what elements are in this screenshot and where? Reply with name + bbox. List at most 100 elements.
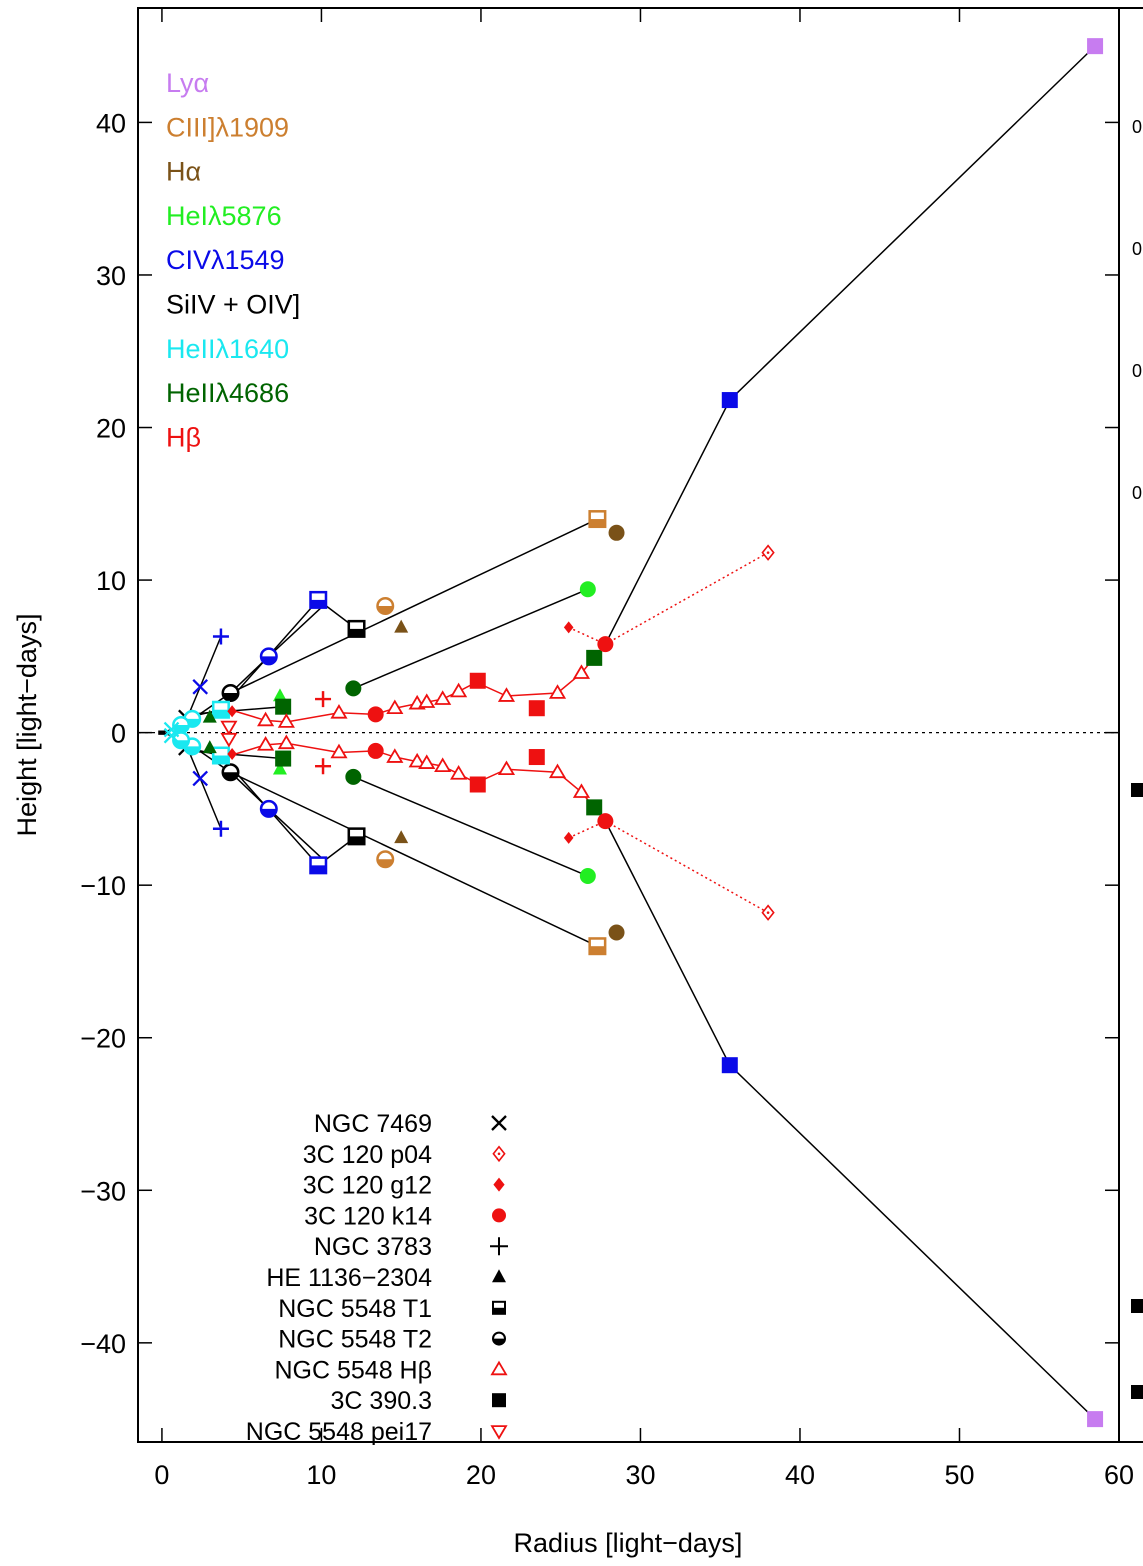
data-point (202, 709, 217, 723)
data-point (761, 904, 775, 921)
marker-circle (579, 581, 596, 598)
data-point (761, 544, 775, 561)
y-tick-label: 30 (96, 261, 126, 291)
marker-circle-half-fill (184, 746, 200, 755)
line-legend-entry: Lyα (166, 68, 209, 98)
data-point (608, 924, 625, 941)
marker-circle-half-fill (377, 859, 393, 867)
y-tick-label: 0 (111, 719, 126, 749)
x-axis-title: Radius [light−days] (514, 1528, 743, 1558)
data-point (450, 765, 468, 780)
right-panel-marker (1131, 1385, 1143, 1399)
data-point (434, 690, 452, 705)
data-point (227, 747, 237, 760)
marker-square-half-fill (589, 946, 606, 954)
data-point (163, 727, 180, 744)
marker-triangle-open (330, 743, 348, 759)
emission-line-legend: Lyα CIII]λ1909 Hα HeIλ5876 CIVλ1549 SiIV + OI… (166, 68, 300, 452)
right-panel-tick-label: 0 (1132, 117, 1142, 137)
marker-diamond (227, 747, 237, 760)
line-legend-entry: Hα (166, 157, 201, 187)
marker-triangle-open (450, 682, 468, 698)
data-point (408, 752, 426, 768)
data-point (272, 761, 287, 775)
line-legend-entry: SiIV + OIV] (166, 290, 300, 320)
marker-square (492, 1393, 506, 1408)
data-point (315, 758, 332, 775)
data-point (345, 768, 362, 785)
object-legend-marker (492, 1269, 506, 1283)
marker-x (491, 1115, 507, 1131)
data-point (450, 682, 468, 698)
data-point (347, 827, 366, 846)
object-legend-marker (490, 1360, 508, 1376)
object-legend-label: NGC 5548 T1 (278, 1295, 432, 1323)
marker-square (1087, 38, 1104, 55)
x-tick-label: 20 (466, 1460, 496, 1490)
object-legend-marker (492, 1208, 506, 1223)
data-point (257, 736, 275, 751)
axes: 0 10 20 30 40 50 60 −40 −30 −20 −10 0 10 20 30 40 (80, 7, 1134, 1490)
marker-diamond-open-dot (497, 1152, 501, 1156)
marker-square-half-fill (213, 709, 229, 718)
data-point (275, 750, 292, 767)
marker-circle (345, 768, 362, 785)
marker-square (275, 698, 292, 715)
marker-triangle (394, 830, 409, 844)
data-point (277, 713, 295, 728)
marker-triangle-open (497, 760, 516, 776)
data-point (272, 688, 287, 702)
marker-triangle-open (418, 754, 436, 769)
data-point (586, 649, 603, 666)
marker-triangle-open (386, 699, 404, 715)
marker-square (721, 392, 738, 409)
data-point (434, 757, 452, 772)
marker-square (1087, 1411, 1104, 1428)
data-point (257, 711, 275, 727)
data-point (394, 830, 409, 844)
data-point (192, 679, 209, 695)
marker-square-half-fill (493, 1307, 505, 1314)
marker-triangle-open (572, 783, 591, 798)
data-point (277, 734, 295, 750)
data-point (259, 799, 278, 818)
marker-circle (608, 524, 625, 541)
marker-triangle (202, 709, 217, 723)
marker-circle (367, 706, 384, 723)
marker-square (528, 749, 545, 766)
y-axis-title: Height [light−days] (12, 614, 42, 837)
marker-plus (315, 758, 332, 775)
data-point (721, 392, 738, 409)
y-tick-label: 40 (96, 108, 126, 138)
x-tick-label: 40 (785, 1460, 815, 1490)
marker-triangle-open (408, 752, 426, 768)
marker-triangle-open (450, 765, 468, 780)
marker-triangle (202, 740, 217, 754)
data-point (259, 647, 278, 666)
marker-x (192, 679, 209, 695)
data-point (469, 776, 486, 793)
marker-square (469, 672, 486, 689)
data-point (220, 732, 238, 748)
marker-plus (212, 820, 229, 837)
line-legend-entry: Hβ (166, 422, 201, 452)
marker-x (192, 770, 209, 787)
object-legend-marker (492, 1300, 506, 1315)
data-point (330, 704, 348, 719)
data-point (309, 590, 328, 609)
data-point (418, 693, 436, 708)
data-point (588, 510, 607, 529)
marker-circle (579, 868, 596, 885)
right-panel-tick-label: 0 (1132, 361, 1142, 381)
y-tick-label: 10 (96, 566, 126, 596)
marker-triangle-open (490, 1360, 508, 1376)
y-tick-label: −40 (80, 1329, 126, 1359)
object-legend-label: NGC 7469 (314, 1110, 432, 1138)
data-point (597, 813, 614, 830)
right-panel-tick-label: 0 (1132, 239, 1142, 259)
data-point (227, 705, 237, 718)
data-point (376, 597, 395, 616)
object-legend-marker (491, 1115, 507, 1131)
y-tick-label: −30 (80, 1176, 126, 1206)
